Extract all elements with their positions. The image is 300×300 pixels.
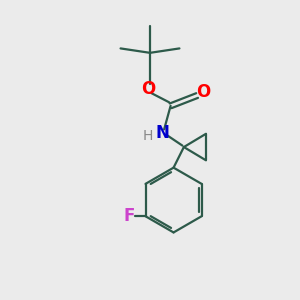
Text: H: H — [142, 129, 153, 143]
Text: O: O — [141, 80, 156, 98]
Text: F: F — [124, 207, 135, 225]
Text: N: N — [155, 124, 169, 142]
Text: O: O — [196, 83, 210, 101]
